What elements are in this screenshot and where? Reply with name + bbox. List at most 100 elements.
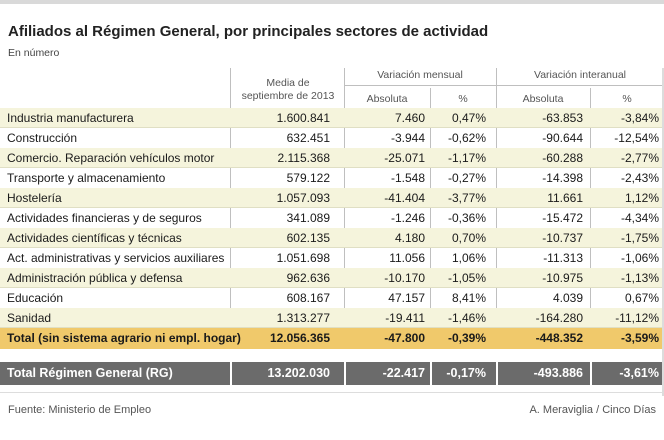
table-row: Industria manufacturera 1.600.841 7.460 0,4… — [0, 108, 664, 128]
rg-separator — [344, 362, 346, 385]
cell-inter-abs: -14.398 — [542, 171, 583, 185]
table-row: Hostelería 1.057.093 -41.404 -3,77% 11.661 1,… — [0, 188, 664, 208]
header-mensual-absoluta: Absoluta — [366, 93, 408, 105]
rg-separator — [590, 362, 592, 385]
table-row: Sanidad 1.313.277 -19.411 -1,46% -164.280 -11… — [0, 308, 664, 328]
group-header-rule — [344, 85, 496, 86]
row-label: Hostelería — [7, 191, 62, 205]
cell-mens-abs: 11.056 — [389, 251, 425, 265]
subcolumn-divider — [430, 88, 431, 338]
cell-inter-pct: -3,61% — [619, 366, 659, 380]
table-row: Administración pública y defensa 962.636 -… — [0, 268, 664, 288]
cell-media: 13.202.030 — [267, 366, 330, 380]
group-header-rule — [496, 85, 664, 86]
cell-inter-pct: -4,34% — [620, 211, 659, 225]
cell-inter-abs: -90.644 — [542, 131, 583, 145]
cell-inter-abs: 4.039 — [552, 291, 583, 305]
top-rule — [0, 0, 664, 4]
cell-mens-abs: 47.157 — [388, 291, 425, 305]
rg-separator — [496, 362, 498, 385]
cell-mens-pct: -0,39% — [447, 331, 486, 345]
cell-inter-abs: 11.661 — [547, 191, 583, 205]
cell-media: 602.135 — [286, 231, 330, 245]
row-label: Total Régimen General (RG) — [7, 366, 173, 380]
row-label: Educación — [7, 291, 64, 305]
cell-inter-pct: -2,43% — [620, 171, 659, 185]
cell-media: 12.056.365 — [269, 331, 330, 345]
cell-mens-pct: -3,77% — [447, 191, 486, 205]
cell-mens-abs: -3.944 — [390, 131, 425, 145]
cell-mens-abs: -1.548 — [390, 171, 425, 185]
cell-mens-pct: 0,70% — [451, 231, 486, 245]
cell-inter-abs: -493.886 — [533, 366, 583, 380]
cell-mens-pct: 0,47% — [451, 111, 486, 125]
cell-media: 1.051.698 — [276, 251, 330, 265]
header-variacion-mensual: Variación mensual — [377, 69, 463, 81]
cell-inter-pct: 0,67% — [624, 291, 659, 305]
cell-mens-pct: -1,17% — [447, 151, 486, 165]
cell-mens-pct: -0,62% — [447, 131, 486, 145]
total-row: Total (sin sistema agrario ni empl. hoga… — [0, 328, 664, 349]
row-label: Act. administrativas y servicios auxilia… — [7, 251, 225, 265]
cell-media: 2.115.368 — [277, 151, 331, 165]
header-mensual-pct: % — [458, 93, 468, 105]
row-label: Industria manufacturera — [7, 111, 134, 125]
cell-media: 1.600.841 — [276, 111, 330, 125]
cell-mens-pct: -1,46% — [447, 311, 486, 325]
cell-media: 632.451 — [286, 131, 330, 145]
cell-mens-pct: 1,06% — [451, 251, 486, 265]
table-row: Construcción 632.451 -3.944 -0,62% -90.644 -1… — [0, 128, 664, 148]
row-label: Actividades científicas y técnicas — [7, 231, 182, 245]
cell-inter-abs: -63.853 — [542, 111, 583, 125]
credit-note: A. Meraviglia / Cinco Días — [529, 404, 656, 416]
cell-inter-pct: -12,54% — [614, 131, 659, 145]
cell-inter-pct: -3,84% — [620, 111, 659, 125]
footer-rule — [0, 392, 664, 393]
header-interanual-pct: % — [622, 93, 632, 105]
row-label: Actividades financieras y de seguros — [7, 211, 202, 225]
cell-media: 1.057.093 — [276, 191, 330, 205]
cell-mens-abs: -22.417 — [382, 366, 425, 380]
table-row: Educación 608.167 47.157 8,41% 4.039 0,67% — [0, 288, 664, 308]
table-row: Actividades financieras y de seguros 341.… — [0, 208, 664, 228]
cell-inter-pct: 1,12% — [624, 191, 659, 205]
rg-separator — [230, 362, 232, 385]
row-label: Transporte y almacenamiento — [7, 171, 166, 185]
rg-separator — [430, 362, 432, 385]
cell-mens-abs: -47.800 — [384, 331, 425, 345]
source-note: Fuente: Ministerio de Empleo — [8, 404, 152, 416]
header-variacion-interanual: Variación interanual — [533, 69, 627, 81]
cell-inter-abs: -448.352 — [535, 331, 583, 345]
cell-media: 962.636 — [286, 271, 330, 285]
cell-inter-abs: -164.280 — [535, 311, 583, 325]
cell-inter-pct: -2,77% — [620, 151, 659, 165]
cell-mens-abs: -19.411 — [385, 311, 425, 325]
row-label: Construcción — [7, 131, 78, 145]
cell-mens-abs: -25.071 — [384, 151, 425, 165]
cell-mens-pct: 8,41% — [451, 291, 486, 305]
row-label: Total (sin sistema agrario ni empl. hoga… — [7, 331, 241, 345]
cell-media: 608.167 — [286, 291, 330, 305]
cell-mens-abs: 4.180 — [394, 231, 425, 245]
table-row: Act. administrativas y servicios auxilia… — [0, 248, 664, 268]
cell-mens-abs: -41.404 — [384, 191, 425, 205]
cell-mens-pct: -0,27% — [447, 171, 486, 185]
header-interanual-absoluta: Absoluta — [522, 93, 564, 105]
table-row: Comercio. Reparación vehículos motor 2.11… — [0, 148, 664, 168]
cell-mens-pct: -0,36% — [447, 211, 486, 225]
right-edge — [662, 68, 664, 396]
row-label: Comercio. Reparación vehículos motor — [7, 151, 215, 165]
cell-media: 1.313.277 — [276, 311, 330, 325]
cell-inter-abs: -10.737 — [542, 231, 583, 245]
cell-mens-abs: -1.246 — [390, 211, 425, 225]
cell-media: 341.089 — [286, 211, 330, 225]
cell-inter-abs: -10.975 — [542, 271, 583, 285]
total-rg-row: Total Régimen General (RG) 13.202.030 -22.… — [0, 362, 664, 385]
table-row: Transporte y almacenamiento 579.122 -1.548… — [0, 168, 664, 188]
table-row: Actividades científicas y técnicas 602.13… — [0, 228, 664, 248]
row-label: Administración pública y defensa — [7, 271, 183, 285]
cell-mens-pct: -1,05% — [447, 271, 486, 285]
cell-mens-abs: -10.170 — [384, 271, 425, 285]
cell-inter-abs: -11.313 — [543, 251, 583, 265]
cell-inter-pct: -1,75% — [620, 231, 659, 245]
